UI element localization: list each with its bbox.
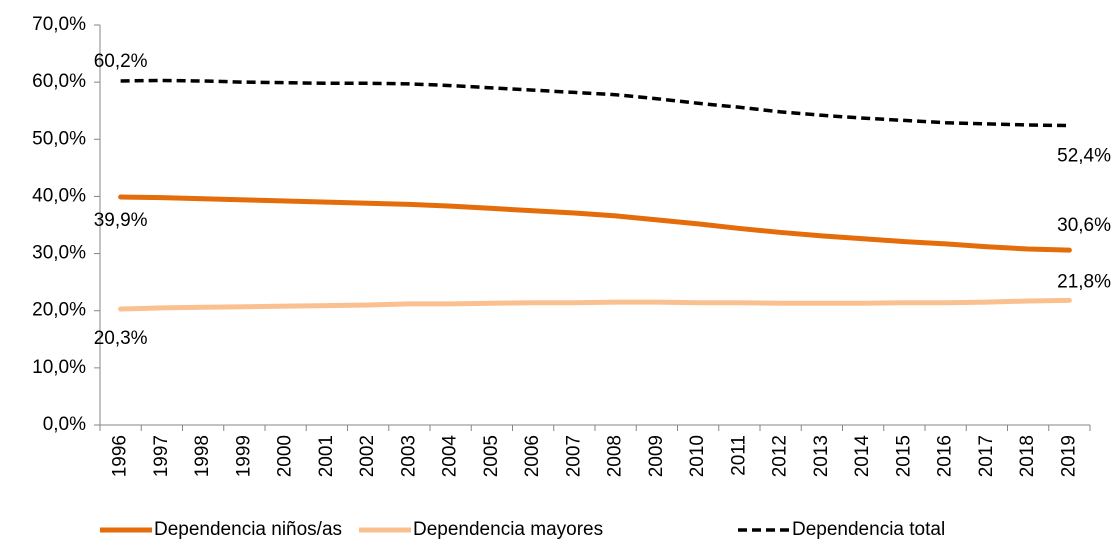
x-tick-label: 2014 bbox=[852, 435, 873, 478]
series-line bbox=[118, 297, 1072, 312]
y-tick-label: 20,0% bbox=[32, 300, 86, 321]
y-tick-label: 40,0% bbox=[32, 185, 86, 206]
y-tick-label: 60,0% bbox=[32, 71, 86, 92]
x-tick-label: 2010 bbox=[687, 435, 708, 477]
x-tick-label: 2015 bbox=[893, 435, 914, 477]
data-label: 52,4% bbox=[1057, 146, 1111, 167]
data-label: 60,2% bbox=[94, 51, 148, 72]
x-tick-label: 2012 bbox=[770, 435, 791, 477]
y-tick-label: 10,0% bbox=[32, 357, 86, 378]
x-tick-label: 2018 bbox=[1017, 435, 1038, 477]
y-tick-label: 0,0% bbox=[43, 414, 86, 435]
x-tick-label: 1998 bbox=[192, 435, 213, 477]
y-tick-label: 30,0% bbox=[32, 243, 86, 264]
x-tick-label: 2002 bbox=[357, 435, 378, 477]
x-tick-label: 2001 bbox=[316, 435, 337, 477]
x-tick-label: 2006 bbox=[522, 435, 543, 477]
data-label: 21,8% bbox=[1057, 271, 1111, 292]
legend-label: Dependencia total bbox=[792, 519, 945, 540]
x-tick-label: 1999 bbox=[233, 435, 254, 477]
x-tick-label: 2019 bbox=[1058, 435, 1079, 477]
x-tick-label: 1996 bbox=[110, 435, 131, 477]
x-tick-label: 2013 bbox=[811, 435, 832, 477]
data-label: 39,9% bbox=[94, 210, 148, 231]
x-tick-label: 2017 bbox=[976, 435, 997, 477]
y-tick-label: 50,0% bbox=[32, 128, 86, 149]
legend-label: Dependencia mayores bbox=[413, 519, 603, 540]
x-tick-label: 2008 bbox=[605, 435, 626, 477]
x-tick-label: 2011 bbox=[728, 435, 749, 476]
x-tick-label: 2000 bbox=[275, 435, 296, 477]
series-line bbox=[120, 78, 1070, 128]
x-tick-label: 2005 bbox=[481, 435, 502, 477]
x-tick-label: 2016 bbox=[935, 435, 956, 477]
data-label: 30,6% bbox=[1057, 215, 1111, 236]
x-tick-label: 2003 bbox=[398, 435, 419, 477]
x-tick-label: 2009 bbox=[646, 435, 667, 477]
y-tick-label: 70,0% bbox=[32, 14, 86, 35]
legend-label: Dependencia niños/as bbox=[154, 519, 342, 540]
data-label: 20,3% bbox=[94, 328, 148, 349]
series-line bbox=[118, 194, 1072, 253]
x-tick-label: 2007 bbox=[563, 435, 584, 477]
x-tick-label: 1997 bbox=[151, 435, 172, 477]
x-tick-label: 2004 bbox=[440, 435, 461, 478]
